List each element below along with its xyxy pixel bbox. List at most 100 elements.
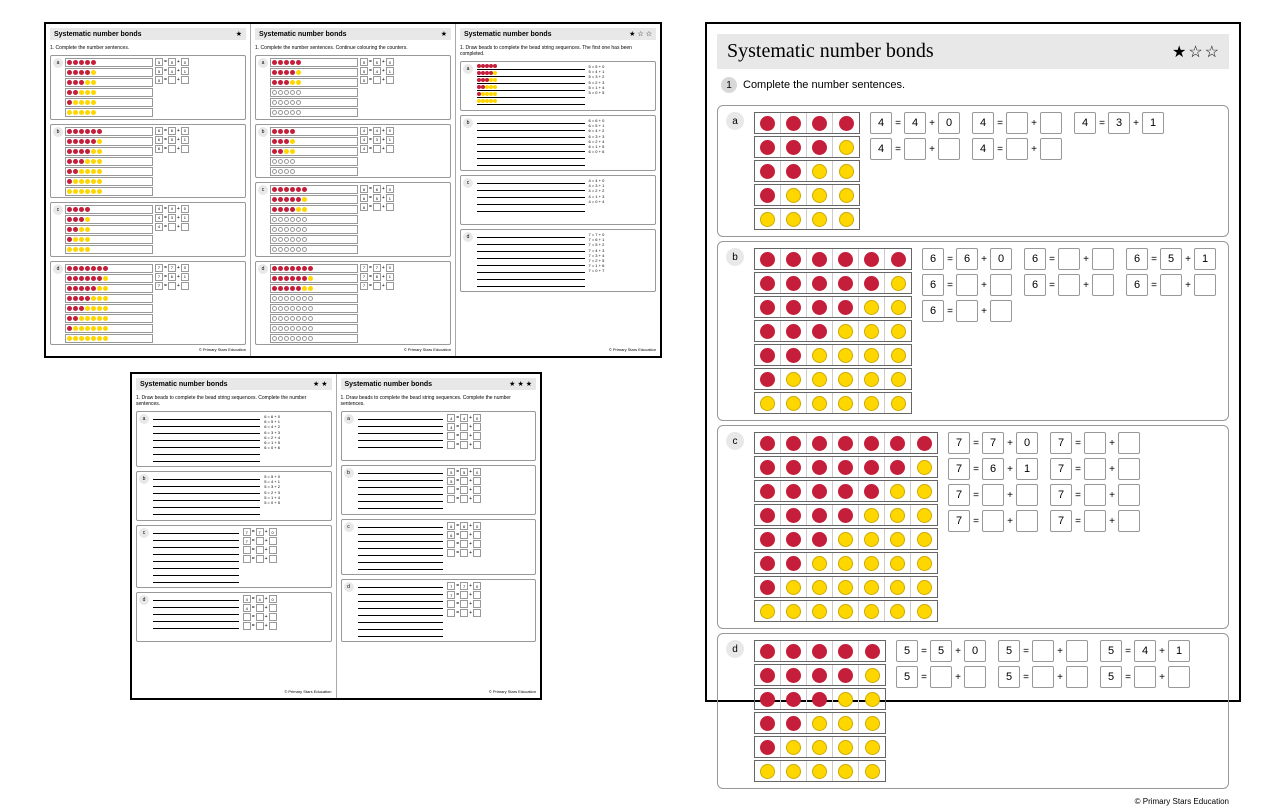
counter-dot: [91, 266, 96, 271]
eq-box[interactable]: 4: [904, 112, 926, 134]
eq-box[interactable]: 7: [948, 432, 970, 454]
counter-dot: [290, 247, 295, 252]
eq-box[interactable]: [1084, 484, 1106, 506]
counter-dot: [67, 296, 72, 301]
counter-circle: [864, 372, 879, 387]
eq-box[interactable]: [1118, 432, 1140, 454]
eq-box[interactable]: [990, 300, 1012, 322]
eq-box[interactable]: 4: [870, 138, 892, 160]
counter-dot: [91, 189, 96, 194]
eq-box[interactable]: 4: [870, 112, 892, 134]
eq-box[interactable]: 6: [1024, 248, 1046, 270]
eq-box[interactable]: [1084, 432, 1106, 454]
eq-box[interactable]: 6: [1126, 274, 1148, 296]
eq-box[interactable]: 3: [1108, 112, 1130, 134]
eq-box[interactable]: 4: [972, 112, 994, 134]
eq-box[interactable]: [1066, 666, 1088, 688]
eq-box[interactable]: [1084, 458, 1106, 480]
counter-dot: [278, 336, 283, 341]
eq-box[interactable]: 5: [896, 640, 918, 662]
counter-dot: [85, 80, 90, 85]
eq-box[interactable]: [1040, 138, 1062, 160]
eq-box[interactable]: 6: [982, 458, 1004, 480]
eq-box[interactable]: 7: [1050, 510, 1072, 532]
eq-box[interactable]: 6: [922, 274, 944, 296]
eq-box[interactable]: 0: [964, 640, 986, 662]
eq-box[interactable]: 5: [896, 666, 918, 688]
eq-box[interactable]: 7: [1050, 458, 1072, 480]
eq-box[interactable]: [1134, 666, 1156, 688]
eq-box[interactable]: [1058, 248, 1080, 270]
eq-box[interactable]: [1168, 666, 1190, 688]
eq-box[interactable]: [930, 666, 952, 688]
eq-box[interactable]: 6: [922, 300, 944, 322]
eq-box[interactable]: [904, 138, 926, 160]
eq-box[interactable]: 1: [1142, 112, 1164, 134]
eq-box[interactable]: [956, 274, 978, 296]
eq-box[interactable]: 0: [990, 248, 1012, 270]
eq-box[interactable]: 7: [1050, 484, 1072, 506]
counter-dot: [79, 316, 84, 321]
eq-box[interactable]: 5: [998, 640, 1020, 662]
eq-box[interactable]: 7: [1050, 432, 1072, 454]
eq-box[interactable]: [1092, 248, 1114, 270]
counter-circle: [760, 188, 775, 203]
eq-box[interactable]: 7: [982, 432, 1004, 454]
eq-box[interactable]: [1092, 274, 1114, 296]
eq-box[interactable]: [1084, 510, 1106, 532]
eq-box[interactable]: [1160, 274, 1182, 296]
eq-box[interactable]: [1032, 640, 1054, 662]
counter-dot: [67, 149, 72, 154]
eq-box[interactable]: [1016, 484, 1038, 506]
eq-box[interactable]: 5: [1100, 666, 1122, 688]
counter-dot: [85, 207, 90, 212]
eq-box[interactable]: 0: [938, 112, 960, 134]
eq-box[interactable]: [990, 274, 1012, 296]
eq-box[interactable]: 4: [1074, 112, 1096, 134]
eq-box[interactable]: [1118, 458, 1140, 480]
eq-box[interactable]: 1: [1168, 640, 1190, 662]
eq-box[interactable]: 5: [930, 640, 952, 662]
eq-box[interactable]: 5: [998, 666, 1020, 688]
counter-dot: [97, 266, 102, 271]
eq-box[interactable]: 7: [948, 458, 970, 480]
eq-box[interactable]: 1: [1016, 458, 1038, 480]
counter-row: [270, 294, 358, 303]
eq-box[interactable]: [1006, 112, 1028, 134]
eq-box[interactable]: 4: [1134, 640, 1156, 662]
eq-box[interactable]: [982, 510, 1004, 532]
counter-dot: [79, 296, 84, 301]
eq-box[interactable]: 6: [922, 248, 944, 270]
eq-box[interactable]: [1006, 138, 1028, 160]
eq-box[interactable]: [1194, 274, 1216, 296]
eq-box[interactable]: [1016, 510, 1038, 532]
eq-box[interactable]: [964, 666, 986, 688]
eq-box[interactable]: 0: [1016, 432, 1038, 454]
eq-box[interactable]: 5: [1160, 248, 1182, 270]
eq-box[interactable]: [982, 484, 1004, 506]
counter-cell: [833, 433, 859, 453]
eq-box[interactable]: [1066, 640, 1088, 662]
eq-box[interactable]: [1032, 666, 1054, 688]
counter-dot: [278, 129, 283, 134]
bead-line: [153, 476, 260, 480]
eq-box[interactable]: 7: [948, 510, 970, 532]
eq-box[interactable]: 4: [972, 138, 994, 160]
eq-box[interactable]: 6: [1126, 248, 1148, 270]
eq-box[interactable]: [1118, 510, 1140, 532]
eq-box[interactable]: 5: [1100, 640, 1122, 662]
eq-box[interactable]: [938, 138, 960, 160]
eq-box[interactable]: 6: [956, 248, 978, 270]
eq-box[interactable]: [1118, 484, 1140, 506]
eq-box[interactable]: 1: [1194, 248, 1216, 270]
counter-dot: [296, 316, 301, 321]
equation-col: 7=7+07=6+17=+: [155, 264, 243, 342]
counter-dot: [73, 60, 78, 65]
eq-box[interactable]: 7: [948, 484, 970, 506]
eq-box[interactable]: [956, 300, 978, 322]
eq-box[interactable]: [1040, 112, 1062, 134]
eq-box[interactable]: [1058, 274, 1080, 296]
counter-dot: [91, 149, 96, 154]
eq-box[interactable]: 6: [1024, 274, 1046, 296]
counter-circle: [812, 668, 827, 683]
